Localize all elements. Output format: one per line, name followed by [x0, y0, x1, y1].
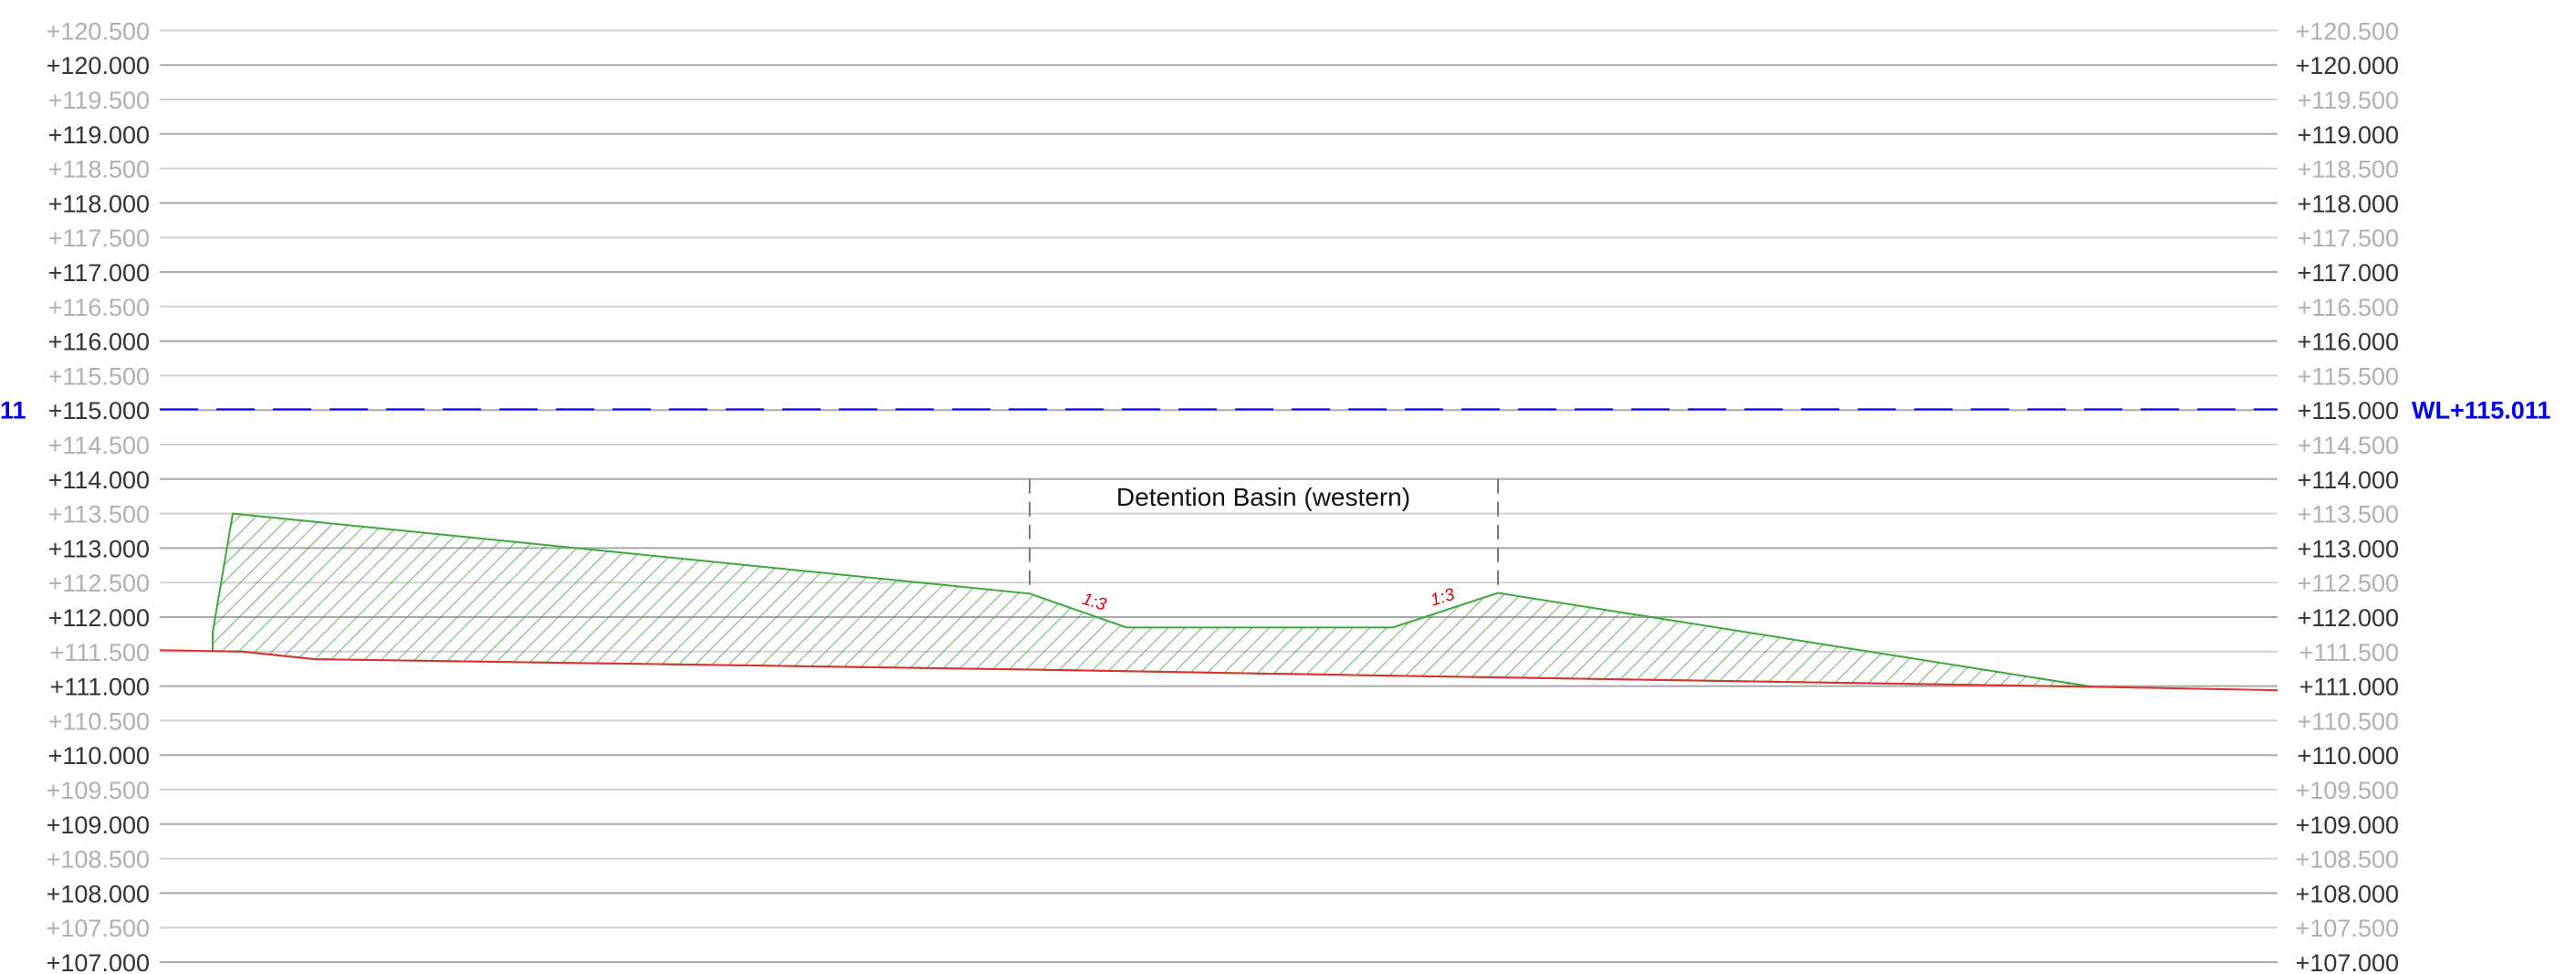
basin-annotation: Detention Basin (western) 1:3 1:3	[1029, 478, 1499, 615]
elevation-tick-label: +119.000	[48, 121, 150, 149]
elevation-tick-label: +120.000	[2296, 52, 2399, 79]
water-level-label-right: WL+115.011	[2412, 396, 2550, 424]
elevation-tick-label: +110.500	[48, 707, 150, 735]
elevation-tick-label: +119.000	[2298, 121, 2399, 149]
elevation-tick-label: +110.000	[48, 742, 150, 770]
elevation-tick-label: +118.500	[2298, 156, 2399, 183]
elevation-tick-label: +110.500	[2298, 707, 2399, 735]
elevation-tick-label: +118.000	[2298, 190, 2399, 217]
elevation-tick-label: +119.500	[48, 87, 150, 114]
elevation-tick-label: +120.500	[47, 17, 150, 45]
side-slope-label-right: 1:3	[1429, 585, 1458, 611]
elevation-tick-label: +119.500	[2298, 87, 2399, 114]
elevation-tick-label: +114.500	[2298, 432, 2399, 459]
elevation-tick-label: +116.000	[48, 329, 150, 356]
elevation-tick-label: +112.000	[2298, 604, 2399, 632]
elevation-tick-label: +115.000	[48, 397, 150, 424]
existing-ground-line	[159, 649, 2278, 692]
elevation-tick-label: +113.500	[2298, 501, 2399, 529]
elevation-tick-label: +113.000	[2298, 535, 2399, 562]
elevation-tick-label: +113.500	[48, 501, 150, 529]
elevation-tick-label: +120.000	[47, 52, 150, 79]
elevation-tick-label: +116.000	[2298, 329, 2399, 356]
elevation-tick-label: +110.000	[2298, 742, 2399, 770]
elevation-tick-label: +112.000	[48, 604, 150, 632]
elevation-tick-label: +117.500	[2298, 225, 2399, 252]
water-level: 11 WL+115.011	[0, 396, 2550, 424]
elevation-tick-label: +115.000	[2298, 397, 2399, 424]
elevation-tick-label: +108.000	[47, 880, 150, 907]
elevation-tick-label: +114.000	[2298, 466, 2399, 494]
basin-label: Detention Basin (western)	[1116, 483, 1410, 511]
elevation-tick-label: +118.500	[48, 156, 150, 183]
water-level-label-left: 11	[0, 396, 26, 424]
elevation-tick-label: +108.000	[2296, 880, 2399, 907]
elevation-scale-left: +107.000 +107.500 +108.000 +108.500 +109.000…	[47, 17, 150, 974]
elevation-tick-label: +107.500	[47, 915, 150, 942]
elevation-tick-label: +111.500	[2299, 639, 2399, 666]
elevation-tick-label: +108.500	[2296, 846, 2399, 874]
elevation-tick-label: +108.500	[47, 846, 150, 874]
elevation-tick-label: +107.000	[2296, 949, 2399, 974]
elevation-tick-label: +109.500	[47, 777, 150, 804]
elevation-tick-label: +117.000	[2298, 259, 2399, 287]
elevation-tick-label: +112.500	[48, 570, 150, 597]
elevation-tick-label: +116.500	[2298, 294, 2399, 321]
elevation-tick-label: +107.500	[2296, 915, 2399, 942]
side-slope-label-left: 1:3	[1080, 590, 1109, 615]
fill-section-hatched	[212, 512, 2093, 688]
elevation-tick-label: +109.000	[2296, 812, 2399, 839]
elevation-tick-label: +113.000	[48, 535, 150, 562]
elevation-tick-label: +115.500	[2298, 362, 2399, 390]
elevation-tick-label: +109.500	[2296, 777, 2399, 804]
elevation-tick-label: +109.000	[47, 812, 150, 839]
elevation-tick-label: +116.500	[48, 294, 150, 321]
elevation-tick-label: +114.500	[48, 432, 150, 459]
elevation-tick-label: +118.000	[48, 190, 150, 217]
elevation-tick-label: +117.500	[48, 225, 150, 252]
elevation-tick-label: +114.000	[48, 466, 150, 494]
elevation-tick-label: +120.500	[2296, 17, 2399, 45]
elevation-tick-label: +111.000	[2299, 674, 2399, 701]
elevation-tick-label: +111.000	[50, 674, 150, 701]
elevation-tick-label: +112.500	[2298, 570, 2399, 597]
elevation-tick-label: +115.500	[48, 362, 150, 390]
elevation-scale-right: +107.000 +107.500 +108.000 +108.500 +109.000…	[2296, 17, 2399, 974]
elevation-tick-label: +107.000	[47, 949, 150, 974]
elevation-tick-label: +111.500	[50, 639, 150, 666]
elevation-tick-label: +117.000	[48, 259, 150, 287]
